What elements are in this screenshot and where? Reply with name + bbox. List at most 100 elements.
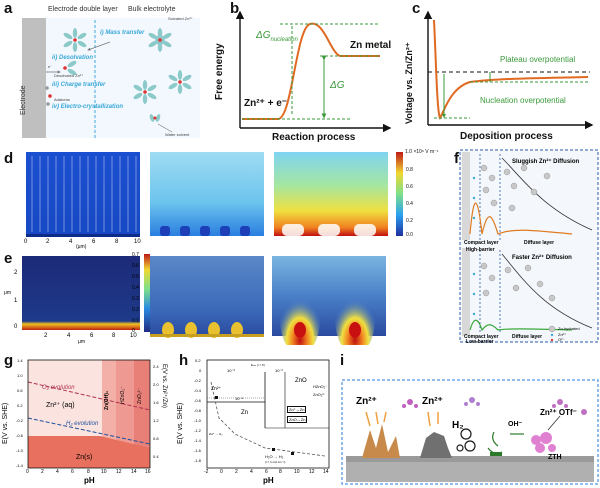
h-ytick: 0.2 bbox=[195, 358, 201, 363]
h-ytick: -0.2 bbox=[194, 378, 201, 383]
ytick-e: 1 bbox=[14, 298, 18, 304]
cbar-e-tick: 0.5 bbox=[132, 274, 139, 280]
f-barrier-2: Low-barrier bbox=[466, 339, 494, 345]
cbar-e-tick: 0.3 bbox=[132, 296, 139, 302]
barrier-curve-high bbox=[469, 202, 573, 235]
panel-label-a: a bbox=[4, 0, 13, 17]
h-ytick: -1.0 bbox=[194, 418, 201, 423]
g-ytick: -1.4 bbox=[16, 463, 23, 468]
panel-label-f: f bbox=[454, 150, 459, 167]
panel-label-h: h bbox=[179, 352, 189, 369]
panel-c: c Voltage vs. Zn/Zn²⁺ Deposition process… bbox=[400, 0, 600, 148]
xtick-e: 4 bbox=[67, 333, 71, 339]
g-ytick: -0.2 bbox=[16, 418, 23, 423]
h-sat: Eₛₐₜ (i = 5) bbox=[251, 363, 265, 367]
panel-label-c: c bbox=[412, 0, 421, 17]
h2-line bbox=[27, 417, 151, 445]
dg-nucleation: ΔGnucleation bbox=[256, 30, 298, 43]
panel-a-figure bbox=[22, 18, 200, 138]
h-hzno2: HZnO₂⁻ bbox=[313, 384, 328, 389]
h-ytick: -0.8 bbox=[194, 408, 201, 413]
h-zno2: ZnO₂²⁻ bbox=[313, 392, 326, 397]
h-ytick: -0.6 bbox=[194, 398, 201, 403]
panel-b: b Free energy Reaction process ΔGnucleat… bbox=[200, 0, 400, 148]
h-znzn: Zn⁺↔Zn bbox=[287, 406, 307, 413]
step-electro-crystallization: iv) Electro-crystallization bbox=[52, 104, 124, 110]
cbar-e-tick: 0.7 bbox=[132, 252, 139, 258]
g-xtick: 8 bbox=[87, 469, 90, 475]
h-xtick: 6 bbox=[265, 469, 268, 475]
plateau-label: Plateau overpotential bbox=[500, 55, 576, 64]
step-mass-transfer: i) Mass transfer bbox=[100, 30, 145, 36]
dendrite-left bbox=[362, 424, 400, 458]
h-xtick: 2 bbox=[235, 469, 238, 475]
cbar-e-tick: 0.2 bbox=[132, 307, 139, 313]
label-e: e⁻ bbox=[48, 64, 53, 69]
cbar-d-tick: 0.4 bbox=[406, 201, 413, 207]
g-o2: O₂ evolution bbox=[42, 385, 75, 391]
g-zno2: ZnO₂²⁻ bbox=[137, 388, 143, 404]
f-barrier-1: High-barrier bbox=[466, 247, 495, 253]
xtick-d: 10 bbox=[134, 239, 141, 245]
xtick-e: 6 bbox=[90, 333, 94, 339]
h-ylabel: E(V vs. SHE) bbox=[177, 402, 184, 444]
f-legend-2: Zn²⁺ bbox=[558, 332, 567, 337]
ylabel-free-energy: Free energy bbox=[214, 43, 225, 100]
field-map-3 bbox=[274, 152, 388, 236]
h-ytick: 0 bbox=[199, 368, 202, 373]
panel-d: d 1.0 ×10⁶ V m⁻¹ 0.8 0.6 0.4 0.2 0.0 0 2… bbox=[0, 148, 452, 250]
panel-c-figure bbox=[423, 10, 594, 130]
f-top-title: Sluggish Zn²⁺ Diffusion bbox=[512, 159, 580, 165]
dg-label: ΔG bbox=[330, 80, 345, 91]
panel-d-figure bbox=[26, 152, 403, 237]
g-xlabel: pH bbox=[84, 476, 95, 485]
xtick-d: 2 bbox=[46, 239, 50, 245]
g-ytick: 0.2 bbox=[17, 403, 23, 408]
xtick-d: 4 bbox=[69, 239, 73, 245]
h-xtick: 14 bbox=[323, 469, 329, 475]
electrode-label: Electrode bbox=[20, 85, 27, 115]
colorbar-e bbox=[144, 254, 150, 332]
cbar-e-tick: 0.6 bbox=[132, 263, 139, 269]
panel-f-figure bbox=[459, 149, 599, 343]
zn2-label: Zn²⁺ + e⁻ bbox=[244, 98, 288, 109]
field-map-2 bbox=[150, 152, 264, 236]
g-xtick: 6 bbox=[71, 469, 74, 475]
g-ytick-r: 1.6 bbox=[153, 400, 159, 405]
h2-evolution-line bbox=[210, 381, 326, 457]
g-ylabel-right: E(V vs. Zn²⁺/Zn) bbox=[161, 364, 167, 408]
xlabel-reaction-process: Reaction process bbox=[272, 132, 356, 143]
h-zn: Zn bbox=[241, 410, 249, 416]
cbar-e-tick: 0.1 bbox=[132, 318, 139, 324]
cbar-d-top: 1.0 ×10⁶ V m⁻¹ bbox=[405, 149, 439, 155]
step-desolvation: ii) Desolvation bbox=[52, 55, 94, 61]
step-charge-transfer: iii) Charge transfer bbox=[52, 82, 106, 88]
i-zn2-b: Zn²⁺ bbox=[422, 396, 443, 407]
electrode-plate bbox=[22, 18, 46, 138]
cbar-d-tick: 0.8 bbox=[406, 167, 413, 173]
xlabel-deposition: Deposition process bbox=[460, 131, 553, 142]
panel-i: i Zn²⁺ Zn²⁺ H₂ OH⁻ Zn²⁺ OTf⁻ ZTH bbox=[340, 352, 600, 488]
h-xtick: 0 bbox=[220, 469, 223, 475]
g-zn2: Zn²⁺ (aq) bbox=[46, 402, 75, 409]
g-xtick: 10 bbox=[101, 469, 107, 475]
g-ytick-r: 0.8 bbox=[153, 436, 159, 441]
ylabel-voltage: Voltage vs. Zn/Zn²⁺ bbox=[404, 42, 414, 124]
f-bottom-title: Faster Zn²⁺ Diffusion bbox=[512, 255, 572, 261]
panel-a: a bbox=[0, 0, 200, 148]
h2-bubble-cluster bbox=[456, 428, 476, 452]
g-ytick-r: 1.2 bbox=[153, 418, 159, 423]
cbar-e-tick: 0 bbox=[132, 328, 135, 334]
cbar-d-tick: 0.2 bbox=[406, 218, 413, 224]
h-h2o-sub: (i = 1 mA cm⁻²) bbox=[265, 460, 286, 464]
h-zn2: Zn²⁺ bbox=[211, 386, 222, 392]
g-ytick: 1.4 bbox=[17, 358, 23, 363]
h-ytick: -1.2 bbox=[194, 428, 201, 433]
header-bulk-electrolyte: Bulk electrolyte bbox=[128, 6, 176, 13]
f-legend-3: O²⁻ bbox=[558, 337, 565, 342]
g-xtick: 0 bbox=[26, 469, 29, 475]
h-ytick: -0.4 bbox=[194, 388, 201, 393]
xtick-d: 0 bbox=[24, 239, 28, 245]
panel-g-figure bbox=[27, 359, 151, 469]
g-xtick: 2 bbox=[41, 469, 44, 475]
